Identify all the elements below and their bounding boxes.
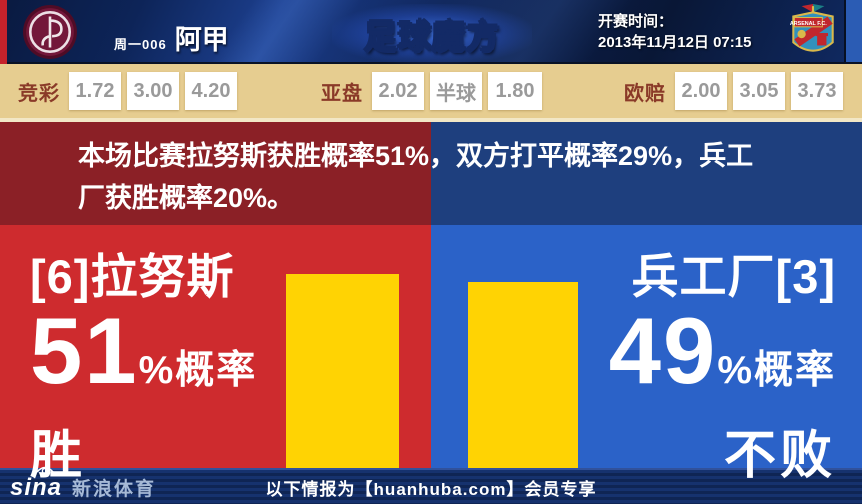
brand-glow [332,4,532,64]
yapan-home-odds: 2.02 [372,72,424,110]
sina-sports-label: 新浪体育 [72,479,157,500]
sina-word-text: sina [10,474,63,501]
match-info: 周一006 阿甲 [114,18,229,57]
home-pct-line: 51%概率 [30,304,258,425]
kickoff-time-block: 开赛时间： 2013年11月12日 07:15 [598,11,751,53]
home-team-block: [6]拉努斯 51%概率 胜 [30,249,257,487]
league-name: 阿甲 [174,25,229,55]
left-edge-stripe [0,0,7,64]
brand-logo: 足球魔方 [332,4,532,64]
home-probability-bar [286,274,399,468]
banner-blue-half [431,122,862,225]
prediction-area: [6]拉努斯 51%概率 胜 兵工厂[3] 49%概率 不败 [0,225,862,485]
jingcai-home-odds: 1.72 [69,72,121,110]
probability-banner: 本场比赛拉努斯获胜概率51%，双方打平概率29%，兵工厂获胜概率20%。 [0,122,862,225]
yapan-odds-group: 亚盘 2.02 半球 1.80 [321,64,548,118]
right-edge-stripe [844,0,862,62]
away-team-block: 兵工厂[3] 49%概率 不败 [609,249,836,487]
away-pct-line: 49%概率 [609,304,836,425]
yapan-label: 亚盘 [321,82,363,105]
lanus-crest-icon [22,4,78,65]
jingcai-odds-group: 竞彩 1.72 3.00 4.20 [18,64,243,118]
oupei-label: 欧赔 [624,82,666,105]
yapan-away-odds: 1.80 [488,72,542,110]
member-notice-text: 以下情报为【huanhuba.com】会员专享 [265,479,597,499]
brand-logo-text: 足球魔方 [364,10,500,58]
oupei-draw-odds: 3.05 [733,72,785,110]
away-team-name: 兵工厂[3] [631,250,836,303]
home-pct-suffix: %概率 [138,349,258,392]
home-pct-value: 51 [30,298,139,403]
jingcai-label: 竞彩 [18,82,60,105]
banner-red-half [0,122,431,225]
oupei-home-odds: 2.00 [675,72,727,110]
match-code: 周一006 [114,37,167,52]
footer-bar: sina 新浪体育 以下情报为【huanhuba.com】会员专享 [0,466,862,504]
sina-wordmark: sina [10,466,63,502]
arsenal-crest-icon: ARSENAL F.C. [788,3,838,66]
yapan-handicap: 半球 [430,72,482,110]
away-probability-bar [468,282,578,468]
away-outcome: 不败 [723,427,836,485]
sina-eye-icon [36,466,54,475]
header-bar: 周一006 阿甲 足球魔方 开赛时间： 2013年11月12日 07:15 AR… [0,0,862,64]
jingcai-away-odds: 4.20 [185,72,237,110]
probability-summary-text: 本场比赛拉努斯获胜概率51%，双方打平概率29%，兵工厂获胜概率20%。 [78,141,754,213]
odds-bar: 竞彩 1.72 3.00 4.20 亚盘 2.02 半球 1.80 欧赔 2.0… [0,64,862,122]
home-outcome: 胜 [30,427,87,485]
kickoff-time: 2013年11月12日 07:15 [598,34,752,51]
oupei-odds-group: 欧赔 2.00 3.05 3.73 [624,64,849,118]
home-team-name: [6]拉努斯 [30,250,235,303]
away-pct-value: 49 [608,298,718,403]
oupei-away-odds: 3.73 [791,72,843,110]
away-pct-suffix: %概率 [717,349,836,392]
jingcai-draw-odds: 3.00 [127,72,179,110]
sina-sports-logo: sina 新浪体育 [10,466,157,502]
kickoff-label: 开赛时间： [598,13,674,30]
svg-text:ARSENAL F.C.: ARSENAL F.C. [790,21,827,27]
